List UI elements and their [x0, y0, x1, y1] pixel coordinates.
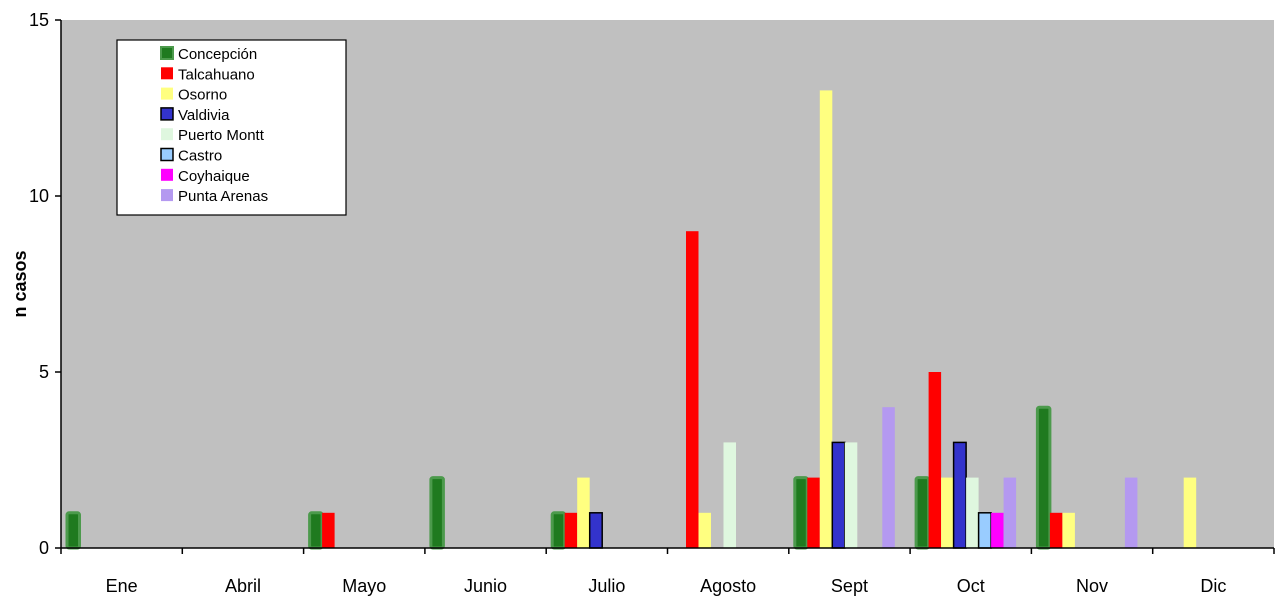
x-tick-label: Dic: [1200, 576, 1226, 596]
y-axis-label: n casos: [10, 250, 30, 317]
bar-osorno-oct: [941, 477, 954, 548]
bar-osorno-dic: [1183, 477, 1197, 548]
bar-coyhaique-oct: [991, 512, 1004, 548]
bar-puerto-montt-sept: [844, 442, 858, 548]
y-tick-label: 15: [29, 10, 49, 30]
legend-label: Concepción: [178, 46, 257, 63]
legend: Concepción Talcahuano Osorno Valdivia Puerto…: [116, 39, 347, 216]
y-tick-label: 0: [39, 538, 49, 558]
bar-valdivia-julio: [588, 512, 603, 549]
legend-swatch: [161, 168, 173, 181]
bar-puerto-montt-oct: [966, 477, 979, 548]
x-tick-label: Ene: [106, 576, 138, 596]
x-tick-label: Oct: [957, 576, 985, 596]
bar-castro-oct: [977, 512, 992, 549]
bar-puerto-montt-agosto: [723, 442, 736, 548]
bar-osorno-sept: [819, 90, 833, 549]
legend-label: Puerto Montt: [178, 127, 265, 144]
x-tick-label: Nov: [1076, 576, 1108, 596]
bar-osorno-julio: [577, 477, 590, 548]
bar-punta-arenas-nov: [1124, 477, 1138, 548]
bars-group: [65, 90, 1197, 550]
bar-concepci-n-nov: [1035, 405, 1052, 550]
legend-swatch: [160, 46, 174, 60]
y-tick-label: 5: [39, 362, 49, 382]
x-tick-label: Agosto: [700, 576, 756, 596]
bar-osorno-agosto: [698, 512, 711, 548]
bar-talcahuano-oct: [928, 372, 942, 548]
bar-punta-arenas-oct: [1003, 477, 1017, 548]
bar-osorno-nov: [1062, 512, 1075, 548]
bar-talcahuano-julio: [564, 512, 578, 548]
axes-group: 0 5 10 15 Ene Abril Mayo Junio Julio Agosto Sept Oc…: [29, 10, 1275, 596]
legend-swatch: [161, 128, 173, 141]
y-tick-label: 10: [29, 186, 49, 206]
x-tick-label: Abril: [225, 576, 261, 596]
bar-talcahuano-agosto: [686, 231, 699, 548]
bar-concepci-n-sept: [793, 476, 809, 550]
bar-punta-arenas-sept: [882, 407, 895, 548]
bar-concepci-n-oct: [914, 476, 931, 550]
legend-label: Valdivia: [178, 107, 230, 124]
bar-talcahuano-mayo: [322, 512, 335, 548]
legend-label: Punta Arenas: [178, 188, 268, 205]
bar-valdivia-sept: [831, 441, 846, 549]
bar-talcahuano-nov: [1049, 512, 1063, 548]
x-tick-label: Junio: [464, 576, 507, 596]
legend-swatch: [161, 189, 173, 202]
bar-concepci-n-julio: [550, 511, 567, 550]
legend-label: Castro: [178, 148, 222, 165]
x-tick-label: Julio: [588, 576, 625, 596]
x-tick-label: Sept: [831, 576, 868, 596]
bar-valdivia-oct: [952, 441, 967, 549]
bar-concepci-n-junio: [429, 476, 445, 550]
legend-swatch: [160, 147, 174, 162]
legend-label: Talcahuano: [178, 66, 255, 83]
bar-concepci-n-mayo: [308, 511, 324, 550]
bar-concepci-n-ene: [65, 511, 81, 550]
legend-box: [116, 39, 347, 216]
legend-swatch: [161, 87, 173, 100]
legend-swatch: [160, 107, 174, 121]
legend-label: Coyhaique: [178, 168, 250, 185]
legend-swatch: [161, 67, 173, 80]
legend-label: Osorno: [178, 87, 227, 104]
x-tick-label: Mayo: [342, 576, 386, 596]
bar-talcahuano-sept: [807, 477, 820, 548]
